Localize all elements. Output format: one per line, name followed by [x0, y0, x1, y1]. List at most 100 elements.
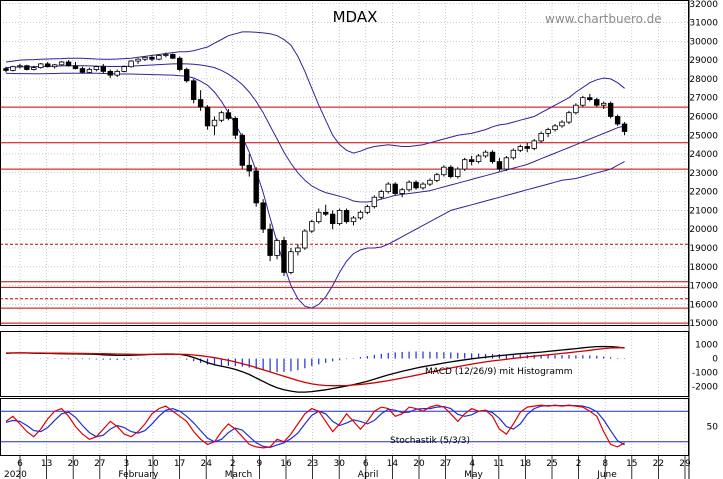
- candle: [573, 103, 579, 115]
- candle-body: [510, 149, 517, 159]
- candle: [38, 62, 44, 69]
- candle: [183, 67, 190, 83]
- candle: [503, 155, 510, 171]
- candle: [24, 64, 30, 71]
- candle: [128, 60, 134, 68]
- candle-body: [385, 183, 391, 193]
- candle-body: [441, 166, 447, 176]
- stochastic-panel: [0, 404, 689, 449]
- candle-body: [406, 181, 412, 191]
- candle-body: [142, 56, 148, 60]
- day-tick-label: 8: [602, 459, 608, 469]
- candle-body: [79, 68, 86, 73]
- candle-body: [496, 161, 503, 170]
- candle: [489, 150, 496, 164]
- candle-body: [239, 134, 245, 166]
- candle-body: [302, 230, 308, 249]
- candle-body: [607, 102, 614, 117]
- candle-body: [378, 191, 384, 198]
- candle: [350, 216, 357, 226]
- candle: [364, 204, 371, 215]
- price-tick-label: 15000: [689, 319, 718, 329]
- candle: [10, 65, 16, 72]
- price-tick-label: 25000: [689, 131, 718, 141]
- candle: [420, 182, 426, 190]
- macd-legend-label: MACD (12/26/9) mit Histogramm: [425, 367, 573, 377]
- candle: [93, 65, 100, 72]
- bollinger-upper-line: [5, 31, 625, 154]
- macd-line: [5, 345, 625, 393]
- candle-body: [218, 112, 225, 121]
- candle-body: [545, 129, 551, 134]
- day-tick-label: 29: [679, 459, 691, 469]
- panel-frames: [0, 0, 690, 479]
- candle-body: [253, 170, 259, 204]
- candle-body: [559, 121, 565, 127]
- candle-body: [475, 155, 482, 162]
- candle: [65, 60, 72, 67]
- candle: [204, 105, 211, 130]
- candle: [51, 63, 58, 69]
- candle: [545, 127, 551, 138]
- candle-body: [399, 189, 405, 194]
- candle-body: [149, 56, 155, 60]
- day-tick-label: 9: [257, 459, 263, 469]
- candle: [392, 182, 398, 196]
- candle-body: [601, 102, 607, 106]
- day-tick-label: 30: [333, 459, 345, 469]
- stochastic-d-line: [5, 405, 625, 449]
- candle: [3, 66, 9, 73]
- candle-body: [621, 123, 628, 132]
- candle: [114, 69, 120, 78]
- day-tick-label: 22: [653, 459, 664, 469]
- candle: [580, 95, 586, 108]
- candle-body: [552, 125, 558, 131]
- candle: [427, 178, 433, 186]
- candle: [58, 61, 65, 66]
- macd-tick-label: 1000: [695, 341, 718, 351]
- candle: [399, 187, 405, 198]
- candle: [267, 223, 273, 262]
- candle-body: [31, 67, 37, 70]
- candle: [45, 61, 51, 68]
- candle: [274, 238, 280, 260]
- candle: [587, 93, 593, 102]
- candle-body: [177, 57, 183, 70]
- candle: [232, 116, 239, 140]
- day-tick-label: 20: [413, 459, 425, 469]
- candle-body: [17, 65, 23, 68]
- day-tick-label: 4: [469, 459, 475, 469]
- price-tick-label: 29000: [689, 56, 718, 66]
- candle: [309, 219, 315, 233]
- candle: [31, 65, 37, 71]
- candle-body: [100, 66, 106, 72]
- candle: [559, 120, 565, 128]
- candle: [239, 133, 245, 170]
- candle-body: [392, 183, 398, 194]
- candle: [552, 123, 558, 132]
- day-tick-label: 6: [17, 459, 23, 469]
- day-tick-label: 14: [387, 459, 399, 469]
- candle: [357, 210, 364, 220]
- candle: [79, 66, 86, 74]
- candle: [225, 108, 232, 121]
- month-tick-label: 2020: [4, 470, 27, 479]
- macd-tick-label: -2000: [692, 382, 718, 392]
- candle-body: [309, 221, 315, 232]
- candle: [614, 114, 621, 126]
- day-tick-label: 16: [280, 459, 292, 469]
- candle: [100, 63, 106, 74]
- candle: [448, 165, 454, 179]
- candle: [260, 199, 266, 233]
- candle-body: [538, 132, 544, 142]
- candle: [302, 229, 308, 250]
- candle: [72, 61, 79, 70]
- price-tick-label: 31000: [689, 19, 718, 29]
- price-tick-label: 16000: [689, 300, 718, 310]
- candle: [156, 54, 162, 61]
- candle-body: [163, 54, 169, 56]
- candle: [149, 55, 155, 62]
- candle: [121, 65, 127, 73]
- month-tick-label: April: [358, 470, 379, 479]
- candle-body: [295, 247, 301, 253]
